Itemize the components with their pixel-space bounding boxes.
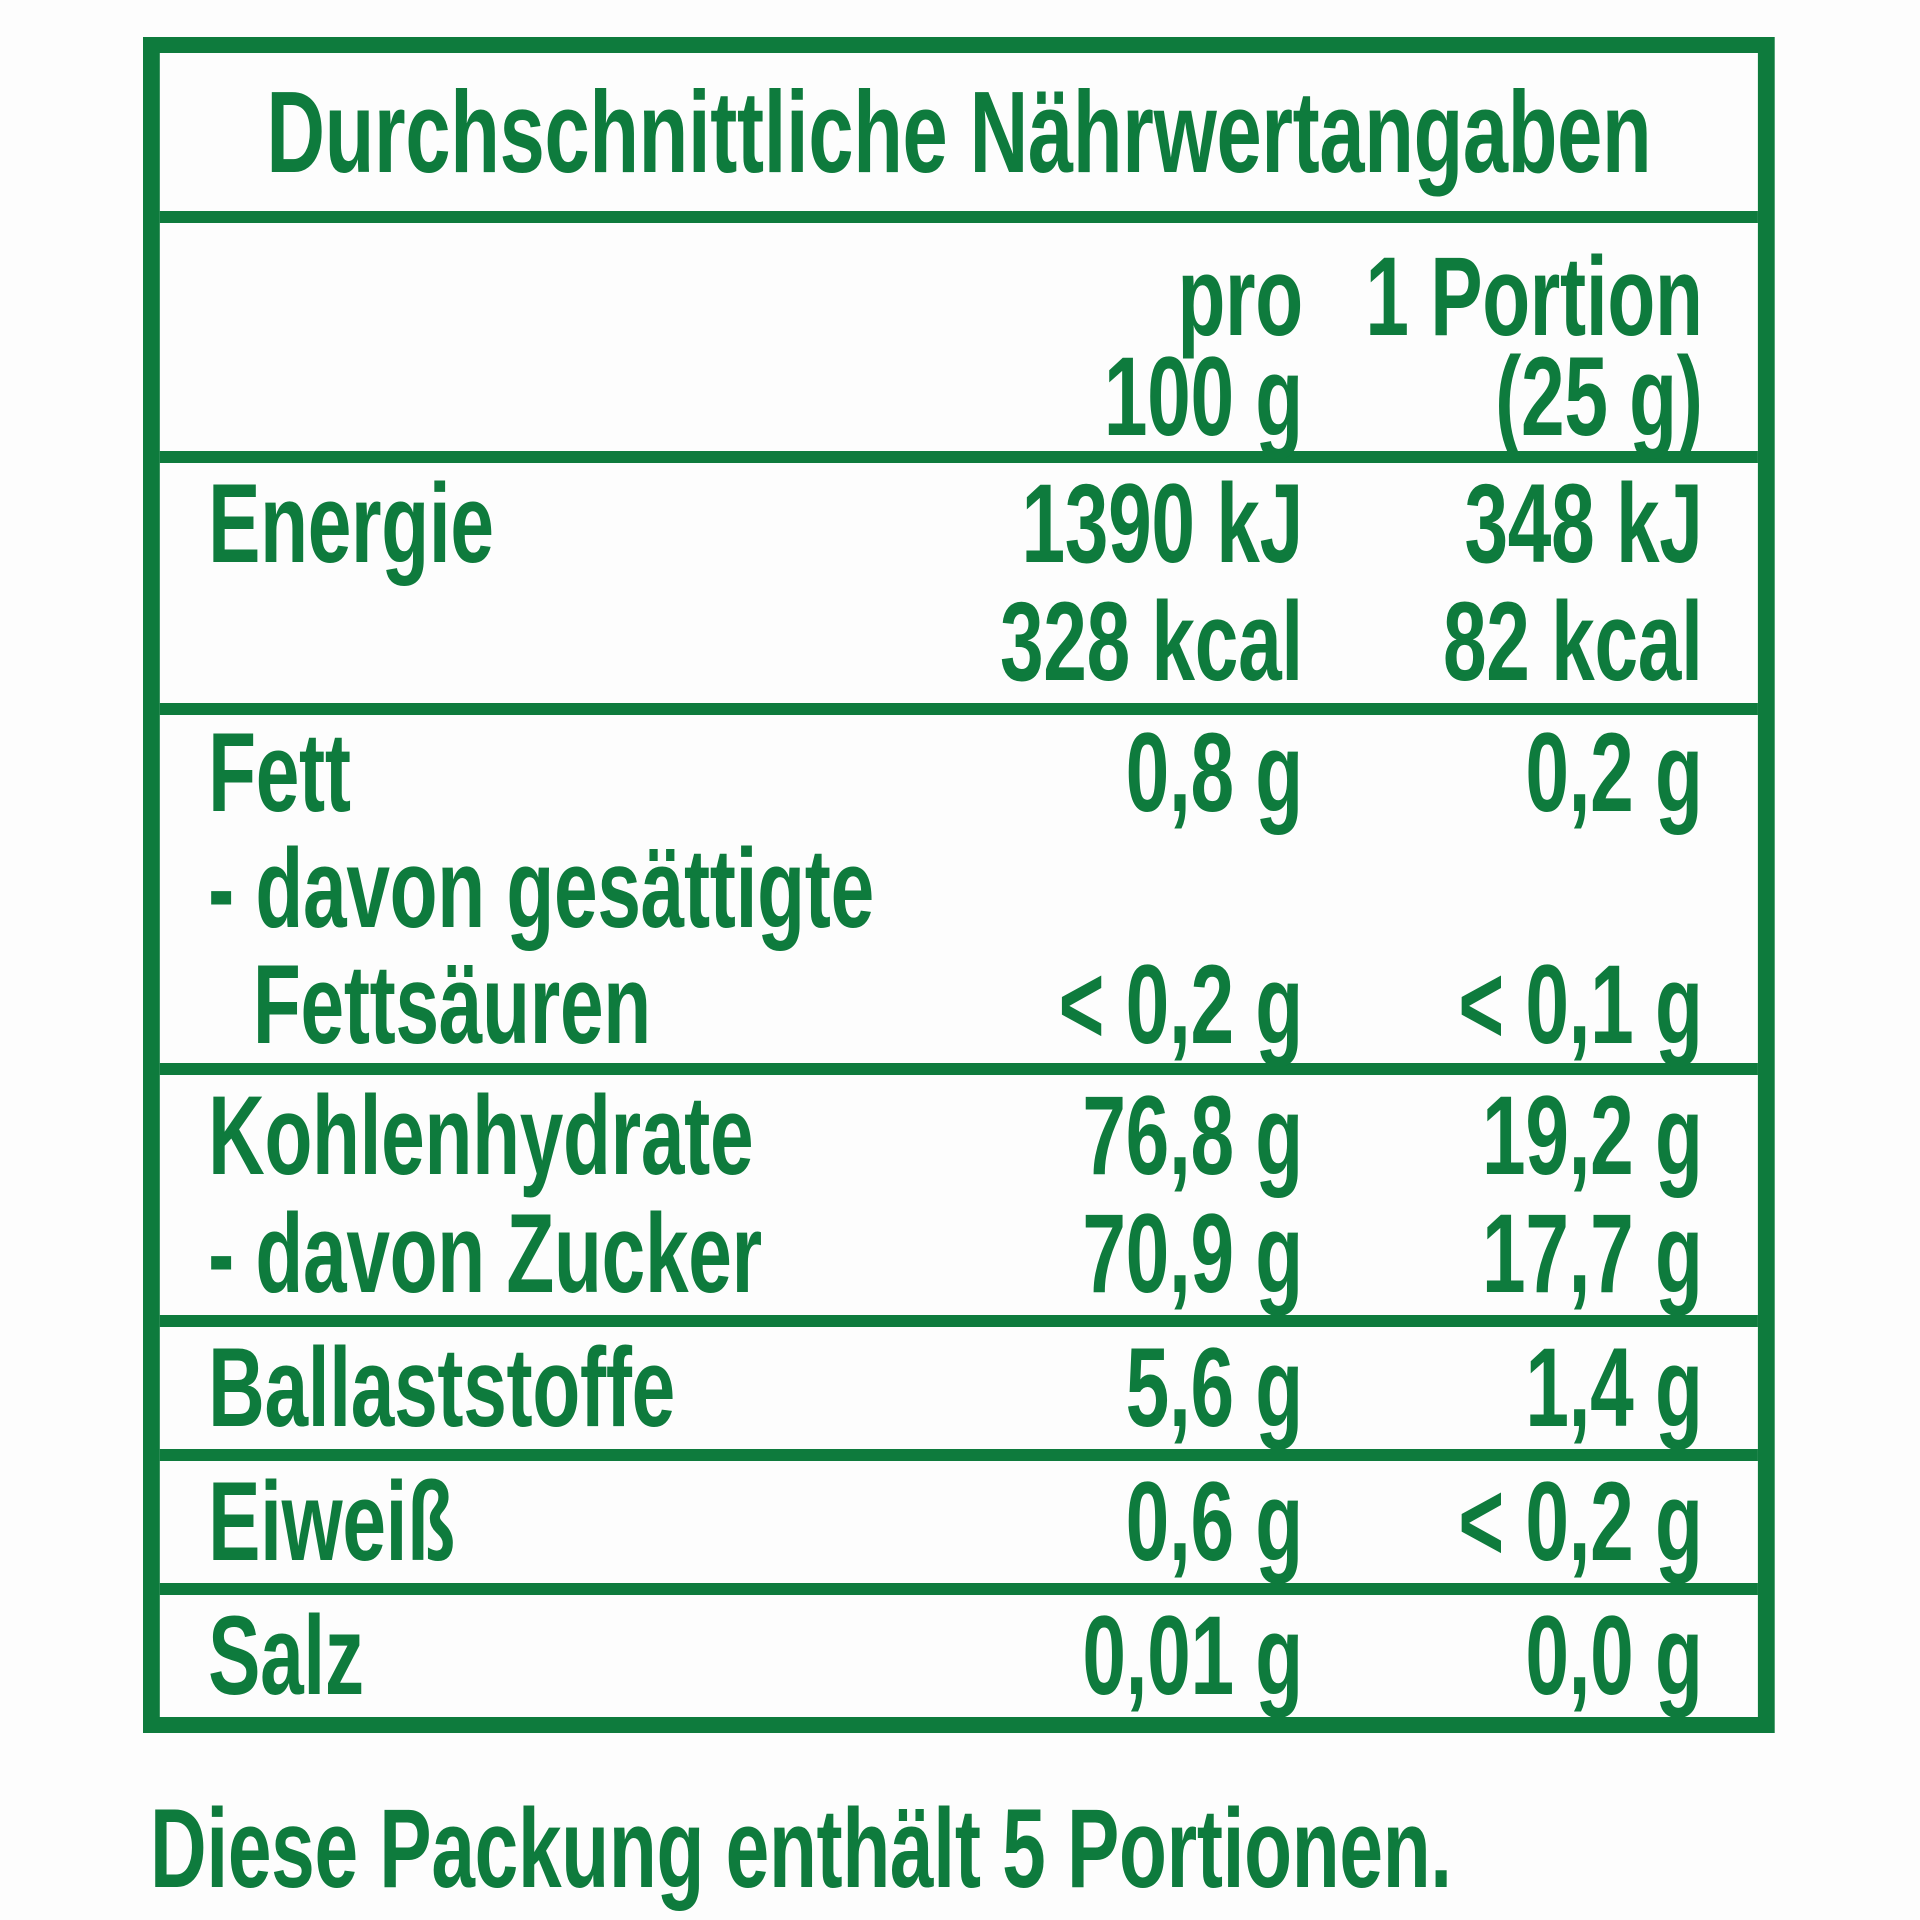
value-per-portion: 0,2 g <box>1525 710 1703 835</box>
value-per-100g: 328 kcal <box>999 579 1303 704</box>
value-per-portion: 19,2 g <box>1482 1073 1703 1198</box>
table-section: Fett 0,8 g 0,2 g- davon gesättigte Fettsäur… <box>159 715 1758 1075</box>
row-label: Kohlenhydrate <box>208 1073 754 1198</box>
table-row: Fettsäuren < 0,2 g < 0,1 g <box>208 947 1703 1063</box>
value-per-100g: 0,8 g <box>1125 710 1304 835</box>
table-row: Kohlenhydrate 76,8 g 19,2 g <box>208 1077 1703 1195</box>
table-row: Energie 1390 kJ 348 kJ <box>208 465 1703 583</box>
value-per-100g: 5,6 g <box>1125 1325 1304 1450</box>
table-section: Eiweiß 0,6 g < 0,2 g <box>159 1461 1758 1595</box>
table-title-row: Durchschnittliche Nährwertangaben <box>159 53 1758 223</box>
value-per-portion: < 0,1 g <box>1458 942 1703 1067</box>
value-per-portion: 0,0 g <box>1525 1593 1703 1718</box>
row-label: Fettsäuren <box>252 942 651 1067</box>
table-section: Ballaststoffe 5,6 g 1,4 g <box>159 1327 1758 1461</box>
col-header-per-100g-line1: pro <box>1177 234 1303 359</box>
row-label: Energie <box>208 461 494 586</box>
value-per-portion: < 0,2 g <box>1458 1459 1703 1584</box>
row-label: Salz <box>208 1593 364 1718</box>
value-per-100g: 1390 kJ <box>1021 461 1303 586</box>
value-per-portion: 82 kcal <box>1442 579 1703 704</box>
table-row: - davon gesättigte <box>208 831 1703 947</box>
value-per-100g: 70,9 g <box>1082 1191 1303 1316</box>
table-row: Fett 0,8 g 0,2 g <box>208 715 1703 831</box>
table-row: Ballaststoffe 5,6 g 1,4 g <box>208 1329 1703 1447</box>
table-row: Eiweiß 0,6 g < 0,2 g <box>208 1463 1703 1581</box>
table-section: Kohlenhydrate 76,8 g 19,2 g- davon Zucker 7… <box>159 1075 1758 1327</box>
row-label: Fett <box>208 710 351 835</box>
column-headers: pro 100 g 1 Portion (25 g) <box>159 223 1758 463</box>
table-sections: Energie 1390 kJ 348 kJ 328 kcal 82 kcal Fett 0… <box>159 463 1758 1717</box>
value-per-portion: 348 kJ <box>1464 461 1703 586</box>
value-per-portion: 17,7 g <box>1482 1191 1703 1316</box>
value-per-100g: < 0,2 g <box>1058 942 1304 1067</box>
value-per-portion: 1,4 g <box>1525 1325 1703 1450</box>
row-label: Eiweiß <box>208 1459 455 1584</box>
table-title: Durchschnittliche Nährwertangaben <box>266 67 1652 197</box>
portions-note: Diese Packung enthält 5 Portionen. <box>150 1786 1452 1911</box>
col-header-per-portion-line1: 1 Portion <box>1365 234 1703 359</box>
col-header-per-portion-line2: (25 g) <box>1495 334 1703 459</box>
value-per-100g: 0,6 g <box>1125 1459 1304 1584</box>
row-label: - davon Zucker <box>208 1191 762 1316</box>
col-header-per-100g: pro 100 g <box>911 234 1303 459</box>
table-row: - davon Zucker 70,9 g 17,7 g <box>208 1195 1703 1313</box>
nutrition-table: Durchschnittliche Nährwertangaben pro 10… <box>143 37 1775 1733</box>
table-row: Salz 0,01 g 0,0 g <box>208 1597 1703 1715</box>
col-header-per-portion: 1 Portion (25 g) <box>1303 234 1703 459</box>
row-label <box>208 583 911 701</box>
value-per-100g: 0,01 g <box>1082 1593 1303 1718</box>
row-label: Ballaststoffe <box>208 1325 675 1450</box>
col-header-per-100g-line2: 100 g <box>1103 334 1303 459</box>
condensed-content: Durchschnittliche Nährwertangaben pro 10… <box>143 37 1775 1919</box>
table-row: 328 kcal 82 kcal <box>208 583 1703 701</box>
row-label: - davon gesättigte <box>208 826 874 951</box>
table-section: Salz 0,01 g 0,0 g <box>160 1595 1758 1717</box>
table-section: Energie 1390 kJ 348 kJ 328 kcal 82 kcal <box>159 463 1758 715</box>
value-per-100g: 76,8 g <box>1082 1073 1303 1198</box>
